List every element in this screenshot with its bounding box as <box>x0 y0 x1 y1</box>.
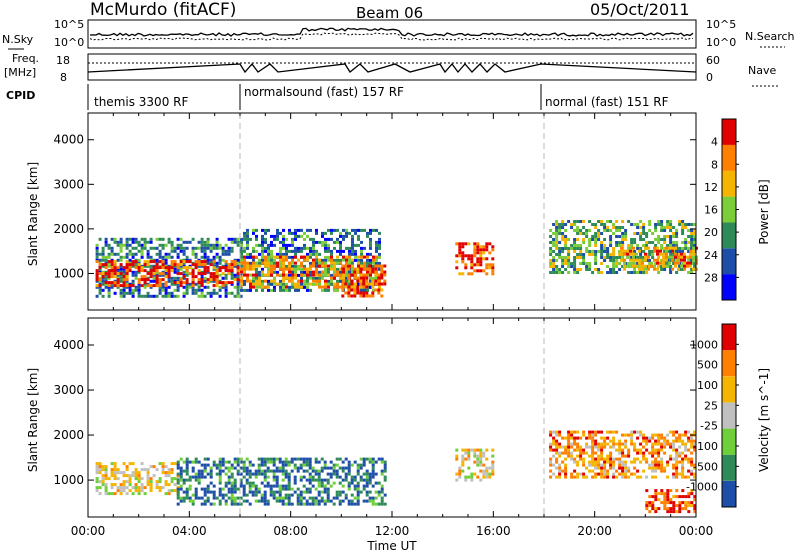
power-colorbar-tick-label: 28 <box>704 271 718 284</box>
freq-trace <box>87 62 697 74</box>
time-tick-label: 00:00 <box>679 524 714 538</box>
noise-traces <box>89 27 694 41</box>
cpid-segment-1: normalsound (fast) 157 RF <box>244 85 404 99</box>
power-band <box>341 264 387 298</box>
velocity-colorbar-swatch <box>722 350 736 377</box>
freq-panel <box>87 53 697 81</box>
velocity-colorbar-tick-label: -100 <box>693 440 718 453</box>
date-title: 05/Oct/2011 <box>590 0 690 19</box>
power-colorbar-tick-label: 20 <box>704 226 718 239</box>
velocity-band <box>176 457 387 506</box>
power-colorbar-swatch <box>722 222 736 249</box>
freq-right-label: Nave <box>748 64 776 77</box>
velocity-colorbar-frame <box>721 323 737 508</box>
noise-left-tick-top: 10^5 <box>54 18 84 31</box>
power-band <box>455 242 495 276</box>
time-tick-label: 16:00 <box>476 524 511 538</box>
power-ytick-label: 4000 <box>53 133 84 147</box>
power-colorbar-swatch <box>722 248 736 275</box>
station-title: McMurdo (fitACF) <box>90 0 236 20</box>
power-colorbar-tick-label: 8 <box>711 158 718 171</box>
noise-right-label: N.Search <box>745 30 795 43</box>
velocity-ylabel: Slant Range [km] <box>26 368 40 472</box>
power-colorbar-tick-label: 24 <box>704 249 718 262</box>
velocity-colorbar-tick-label: -500 <box>693 460 718 473</box>
power-colorbar-tick-label: 4 <box>711 136 718 149</box>
power-colorbar-swatch <box>722 196 736 223</box>
velocity-band <box>455 448 495 482</box>
velocity-colorbar-tick-label: 100 <box>697 379 718 392</box>
freq-right-tick-bottom: 0 <box>706 71 713 84</box>
velocity-ytick-label: 2000 <box>53 428 84 442</box>
noise-right-tick-bottom: 10^0 <box>706 36 736 49</box>
velocity-ytick-label: 3000 <box>53 383 84 397</box>
power-colorbar-tick-label: 16 <box>704 204 718 217</box>
freq-right-tick-top: 60 <box>706 54 720 67</box>
freq-label-1: Freq. <box>12 52 39 65</box>
power-ytick-label: 3000 <box>53 177 84 191</box>
cpid-segment-2: normal (fast) 151 RF <box>545 95 669 109</box>
nsky-trace <box>89 27 694 37</box>
noise-panel <box>87 19 697 49</box>
freq-left-tick-top: 18 <box>56 54 70 67</box>
velocity-ytick-label: 4000 <box>53 338 84 352</box>
velocity-colorbar-tick-label: 25 <box>704 399 718 412</box>
velocity-colorbar-tick-label: -25 <box>700 420 718 433</box>
cpid-segment-0: themis 3300 RF <box>94 95 188 109</box>
velocity-colorbar-tick-label: -1000 <box>686 481 718 494</box>
velocity-colorbar-tick-label: 500 <box>697 359 718 372</box>
time-tick-label: 20:00 <box>577 524 612 538</box>
noise-left-tick-bottom: 10^0 <box>54 36 84 49</box>
velocity-band <box>549 430 697 479</box>
velocity-band <box>95 462 180 496</box>
velocity-colorbar-swatch <box>722 324 736 351</box>
velocity-colorbar-swatch <box>722 428 736 455</box>
velocity-colorbar-swatch <box>722 402 736 429</box>
power-band <box>620 246 698 271</box>
power-panel: 1000 2000 3000 4000 4 8 12 16 20 24 28 <box>53 112 739 311</box>
power-ytick-label: 1000 <box>53 266 84 280</box>
freq-trace-line <box>87 62 697 74</box>
power-colorbar-swatch <box>722 274 736 300</box>
velocity-colorbar-swatch <box>722 480 736 507</box>
time-tick-label: 00:00 <box>71 524 106 538</box>
beam-title: Beam 06 <box>356 4 423 22</box>
power-colorbar-label: Power [dB] <box>757 179 771 244</box>
power-band <box>95 260 243 288</box>
power-ytick-label: 2000 <box>53 222 84 236</box>
velocity-colorbar-swatch <box>722 454 736 481</box>
time-xlabel: Time UT <box>366 539 417 553</box>
power-colorbar-swatch <box>722 119 736 145</box>
velocity-panel: 1000 2000 3000 4000 00:00 04:00 08:00 12:00 16:0… <box>53 317 739 538</box>
velocity-colorbar-label: Velocity [m s^-1] <box>757 368 771 472</box>
noise-right-tick-top: 10^5 <box>706 18 736 31</box>
freq-left-tick-bottom: 8 <box>60 71 67 84</box>
velocity-colorbar-swatch <box>722 376 736 403</box>
time-tick-label: 08:00 <box>273 524 308 538</box>
power-colorbar-tick-label: 12 <box>704 181 718 194</box>
power-ylabel: Slant Range [km] <box>26 162 40 266</box>
velocity-band <box>645 489 697 514</box>
time-tick-label: 12:00 <box>375 524 410 538</box>
cpid-label: CPID <box>6 89 35 102</box>
freq-label-2: [MHz] <box>4 66 36 79</box>
time-tick-label: 04:00 <box>172 524 207 538</box>
velocity-ytick-label: 1000 <box>53 473 84 487</box>
noise-left-label: N.Sky <box>2 33 34 46</box>
power-colorbar-swatch <box>722 144 736 171</box>
velocity-colorbar-tick-label: 1000 <box>690 338 718 351</box>
power-colorbar-swatch <box>722 170 736 197</box>
nsearch-trace <box>89 32 694 41</box>
